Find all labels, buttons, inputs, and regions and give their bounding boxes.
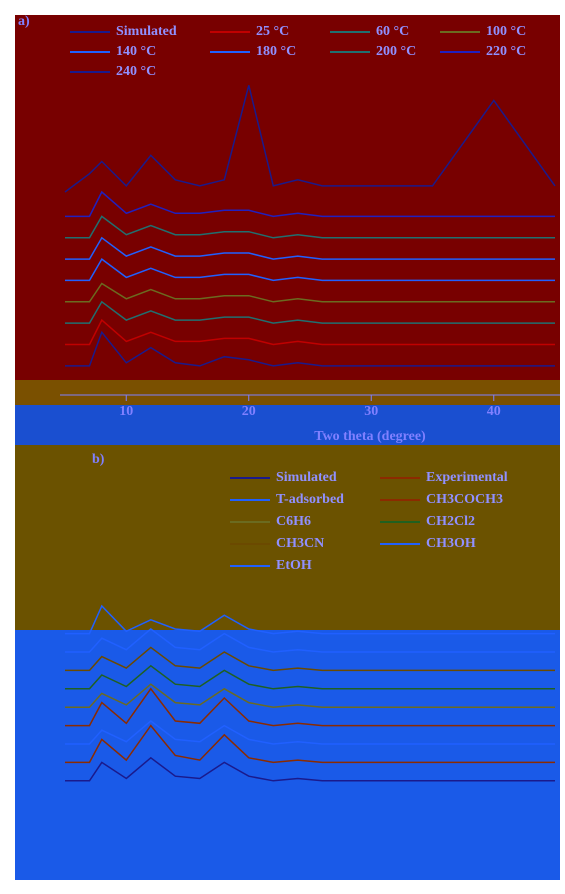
x-tick-label: 30	[364, 404, 378, 419]
legend-label: 100 °C	[486, 24, 526, 39]
legend-label: 220 °C	[486, 44, 526, 59]
legend-label: EtOH	[276, 558, 312, 573]
x-tick-label: 10	[119, 404, 133, 419]
legend-label: CH3OH	[426, 536, 476, 551]
legend-label: Simulated	[116, 24, 177, 39]
legend-label: 200 °C	[376, 44, 416, 59]
panel-label: a)	[18, 14, 30, 29]
legend-label: 180 °C	[256, 44, 296, 59]
axis-band	[15, 405, 560, 445]
x-tick-label: 40	[487, 404, 501, 419]
legend-label: 140 °C	[116, 44, 156, 59]
axis-band	[15, 380, 560, 405]
panel-label: b)	[92, 452, 105, 467]
figure: a) b) Two theta (degree) 10 20 30 40 Simulat…	[0, 0, 565, 889]
legend-label: 240 °C	[116, 64, 156, 79]
legend-label: CH3CN	[276, 536, 324, 551]
legend-label: CH2Cl2	[426, 514, 475, 529]
x-tick-label: 20	[242, 404, 256, 419]
legend-label: CH3COCH3	[426, 492, 503, 507]
x-axis-title: Two theta (degree)	[314, 429, 426, 444]
legend-label: Experimental	[426, 470, 508, 485]
legend-label: 60 °C	[376, 24, 409, 39]
legend-label: Simulated	[276, 470, 337, 485]
legend-label: T-adsorbed	[276, 492, 344, 507]
panel-b-lower	[15, 630, 560, 880]
legend-label: 25 °C	[256, 24, 289, 39]
panel-a-background	[15, 15, 560, 380]
legend-label: C6H6	[276, 514, 311, 529]
